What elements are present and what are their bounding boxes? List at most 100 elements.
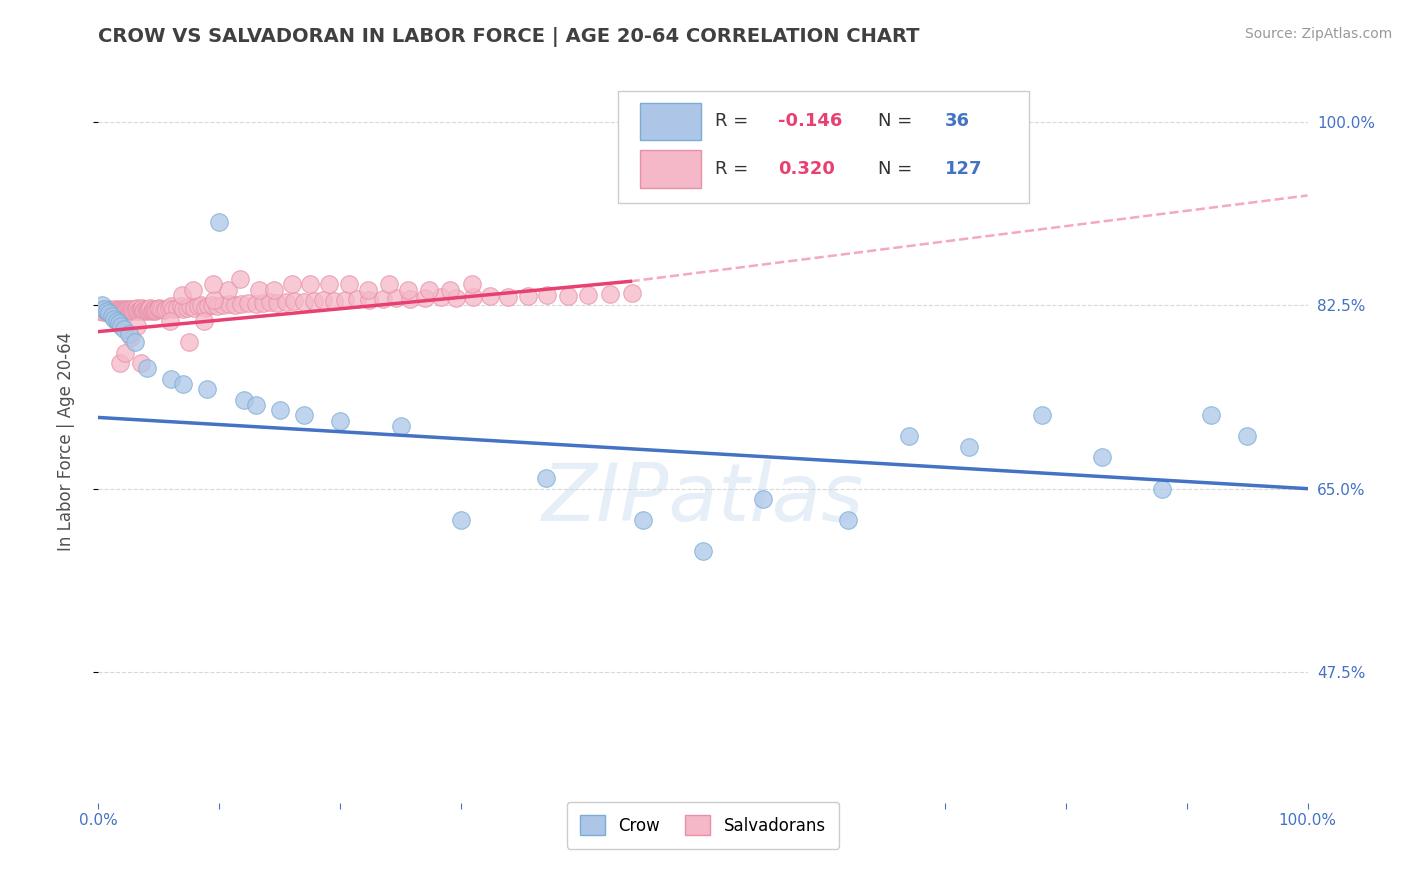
Point <box>359 293 381 308</box>
Point <box>377 277 399 292</box>
Point <box>141 303 163 318</box>
Point <box>208 214 231 228</box>
Point <box>103 304 125 318</box>
Point <box>91 298 114 312</box>
Point <box>114 303 136 318</box>
Point <box>229 272 252 286</box>
Point <box>245 297 267 311</box>
Point <box>138 301 160 316</box>
Point <box>399 292 422 306</box>
Point <box>118 301 141 316</box>
Point <box>439 283 461 297</box>
Point <box>418 283 440 297</box>
Point <box>1091 450 1114 465</box>
Point <box>110 319 132 334</box>
Point <box>127 319 149 334</box>
Point <box>259 295 281 310</box>
Point <box>100 309 122 323</box>
Point <box>371 292 394 306</box>
Point <box>238 296 260 310</box>
Point <box>212 298 235 312</box>
Point <box>1152 482 1174 496</box>
Point <box>89 303 111 318</box>
Point <box>274 295 297 310</box>
Point <box>752 492 775 507</box>
Point <box>172 376 194 391</box>
Text: 0.320: 0.320 <box>778 161 835 178</box>
Point <box>118 326 141 341</box>
Point <box>389 418 412 433</box>
Point <box>897 429 920 443</box>
Point <box>96 304 118 318</box>
Point <box>292 295 315 310</box>
Point <box>516 289 538 303</box>
Point <box>329 414 352 428</box>
Point <box>90 303 112 318</box>
Point <box>160 372 183 386</box>
Point <box>112 322 135 336</box>
Point <box>146 301 169 316</box>
Point <box>98 306 121 320</box>
Point <box>145 302 167 317</box>
Point <box>169 300 191 314</box>
Point <box>195 382 218 396</box>
Point <box>1031 409 1053 423</box>
Point <box>232 392 254 407</box>
Point <box>114 345 136 359</box>
Point <box>252 296 274 310</box>
Point <box>134 302 156 317</box>
Point <box>152 302 174 317</box>
Point <box>100 303 122 318</box>
Point <box>229 297 252 311</box>
Point <box>162 301 184 316</box>
Point <box>204 293 226 308</box>
Point <box>281 277 304 292</box>
Point <box>292 409 315 423</box>
Point <box>620 285 643 300</box>
Point <box>124 334 146 349</box>
Point <box>91 302 114 317</box>
Point <box>159 314 181 328</box>
Point <box>201 298 224 312</box>
Point <box>536 288 558 302</box>
Point <box>202 277 225 292</box>
Text: -0.146: -0.146 <box>778 112 842 130</box>
Point <box>170 288 193 302</box>
Point <box>105 314 128 328</box>
Point <box>263 283 285 297</box>
Point <box>557 289 579 303</box>
Point <box>111 301 134 316</box>
Point <box>1236 429 1258 443</box>
Point <box>302 294 325 309</box>
Point <box>283 294 305 309</box>
Point <box>197 300 219 314</box>
Point <box>96 303 118 318</box>
Point <box>176 301 198 315</box>
Point <box>299 277 322 292</box>
Point <box>357 283 380 297</box>
Point <box>479 289 502 303</box>
Point <box>142 302 165 317</box>
Point <box>143 301 166 316</box>
Point <box>957 440 980 454</box>
Point <box>245 398 267 412</box>
Point <box>136 302 159 317</box>
Point <box>93 301 115 316</box>
Text: N =: N = <box>879 112 918 130</box>
Point <box>837 513 859 527</box>
Point <box>266 296 288 310</box>
Text: CROW VS SALVADORAN IN LABOR FORCE | AGE 20-64 CORRELATION CHART: CROW VS SALVADORAN IN LABOR FORCE | AGE … <box>98 27 920 46</box>
Point <box>157 301 180 315</box>
Point <box>190 298 212 312</box>
Text: 36: 36 <box>945 112 970 130</box>
Point <box>135 301 157 316</box>
Point <box>179 334 201 349</box>
Point <box>333 293 356 308</box>
Point <box>183 301 205 315</box>
Point <box>337 277 360 292</box>
Point <box>108 356 131 370</box>
Point <box>181 283 204 297</box>
Point <box>461 277 484 292</box>
Point <box>91 304 114 318</box>
Point <box>217 283 239 297</box>
